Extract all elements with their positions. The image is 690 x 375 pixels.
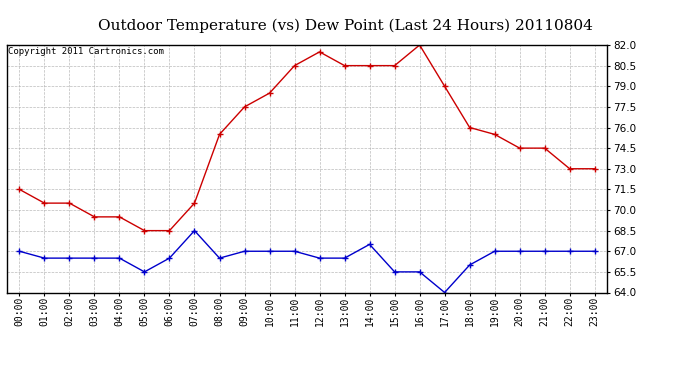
Text: Outdoor Temperature (vs) Dew Point (Last 24 Hours) 20110804: Outdoor Temperature (vs) Dew Point (Last… [97,19,593,33]
Text: Copyright 2011 Cartronics.com: Copyright 2011 Cartronics.com [8,48,164,57]
